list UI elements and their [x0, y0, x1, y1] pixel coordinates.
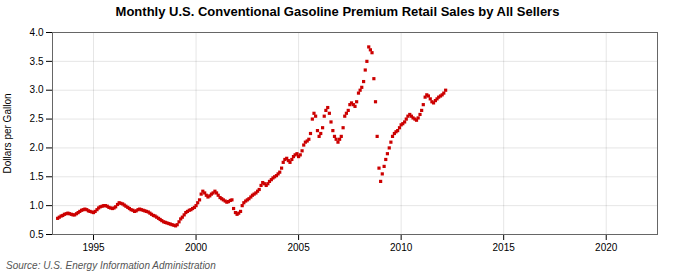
svg-text:2005: 2005	[287, 242, 310, 253]
svg-text:2015: 2015	[493, 242, 516, 253]
svg-text:2010: 2010	[390, 242, 413, 253]
svg-text:1.0: 1.0	[30, 200, 44, 211]
svg-text:4.0: 4.0	[30, 27, 44, 38]
svg-text:2.5: 2.5	[30, 113, 44, 124]
svg-text:1.5: 1.5	[30, 171, 44, 182]
svg-text:3.0: 3.0	[30, 84, 44, 95]
svg-text:2000: 2000	[185, 242, 208, 253]
html-text:Monthly U.S. Conventional Gaso: Monthly U.S. Conventional Gasoline Premi…	[115, 4, 560, 19]
svg-text:Dollars per Gallon: Dollars per Gallon	[2, 93, 13, 173]
svg-text:0.5: 0.5	[30, 229, 44, 240]
svg-text:2020: 2020	[595, 242, 618, 253]
svg-text:2.0: 2.0	[30, 142, 44, 153]
svg-text:1995: 1995	[82, 242, 105, 253]
html-text:Source: U.S. Energy Informatio: Source: U.S. Energy Information Administ…	[6, 260, 216, 271]
svg-text:3.5: 3.5	[30, 56, 44, 67]
